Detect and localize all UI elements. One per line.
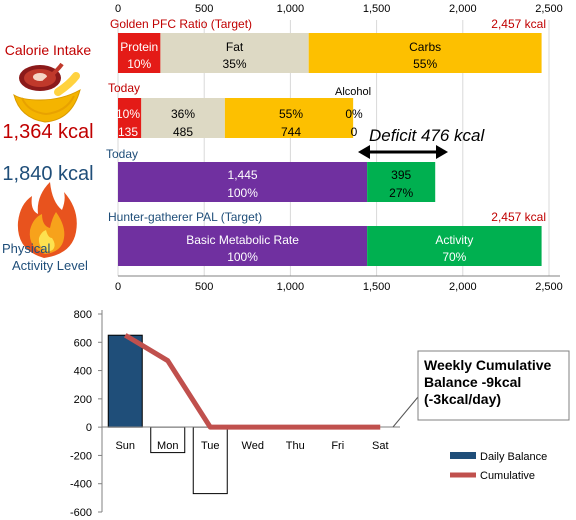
x-tick-label-bottom-0: 0: [115, 281, 121, 293]
x-category-0: Sun: [115, 440, 135, 452]
seg-value-row2-1: 395: [391, 168, 411, 182]
x-category-4: Thu: [286, 440, 305, 452]
daily-balance-bars: [107, 334, 228, 495]
y-tick-labels: 800 600 400 200 0 -200 -400 -600: [70, 309, 102, 519]
pal-label-line-1: Physical: [2, 241, 51, 256]
y-tick-label-4: 0: [86, 422, 92, 434]
y-tick-label-2: 400: [74, 366, 92, 378]
bar-row0-seg0: [118, 33, 161, 73]
legend: Daily Balance Cumulative: [450, 451, 547, 482]
row-label-today-intake: Today: [108, 81, 140, 95]
weekly-balance-chart: 800 600 400 200 0 -200 -400 -600 Sun Mon Tue Wed Th…: [70, 309, 570, 519]
callout-line-1: Balance -9kcal: [424, 374, 521, 390]
y-tick-label-6: -400: [70, 479, 92, 491]
x-tick-label-2: 1,000: [277, 3, 305, 15]
x-category-5: Fri: [331, 440, 344, 452]
row-label-today-expenditure: Today: [106, 147, 138, 161]
callout-pointer: [392, 396, 419, 428]
x-tick-label-bottom-5: 2,500: [535, 281, 563, 293]
legend-swatch-daily-balance: [450, 452, 476, 459]
x-tick-label-1: 500: [195, 3, 213, 15]
stacked-bars: Protein 10% Fat 35% Carbs 55% 1,445 100% 395 27% B…: [116, 33, 542, 266]
x-tick-labels: 0 0 500 500 1,000 1,000 1,500 1,500 2,000 2,000 2,…: [115, 3, 563, 293]
x-category-labels: Sun Mon Tue Wed Thu Fri Sat: [115, 440, 388, 452]
callout-text: Weekly Cumulative Balance -9kcal (-3kcal/d…: [424, 357, 552, 407]
callout-box: [417, 350, 570, 421]
seg-name-row0-0: Protein: [120, 40, 158, 54]
seg-pct-row2-1: 27%: [389, 186, 413, 200]
intake-value-2: 744: [281, 125, 301, 139]
seg-name-row3-1: Activity: [435, 233, 473, 247]
calorie-intake-label: Calorie Intake: [5, 42, 92, 58]
seg-pct-row0-2: 55%: [413, 57, 437, 71]
daily-bar-2: [192, 426, 228, 495]
pal-label-line-2: Activity Level: [12, 258, 88, 273]
x-tick-label-bottom-2: 1,000: [277, 281, 305, 293]
seg-name-row0-1: Fat: [226, 40, 244, 54]
row-label-golden-pfc: Golden PFC Ratio (Target): [110, 17, 252, 31]
cumulative-line: [123, 333, 381, 430]
y-tick-label-3: 200: [74, 394, 92, 406]
daily-bar-0: [107, 334, 143, 428]
total-label-pfc-target: 2,457 kcal: [491, 17, 546, 31]
bar-row3-seg1: [367, 226, 542, 266]
x-tick-label-0: 0: [115, 3, 121, 15]
expenditure-value: 1,840 kcal: [2, 163, 93, 185]
x-category-3: Wed: [242, 440, 264, 452]
x-category-6: Sat: [372, 440, 389, 452]
y-tick-label-0: 800: [74, 309, 92, 321]
intake-value: 1,364 kcal: [2, 121, 93, 143]
bar-row1-seg0: [118, 98, 142, 138]
intake-pct-3: 0%: [345, 107, 363, 121]
alcohol-label: Alcohol: [335, 86, 371, 98]
bar-row3-seg0: [118, 226, 368, 266]
seg-name-row0-2: Carbs: [409, 40, 441, 54]
legend-label-cumulative: Cumulative: [480, 470, 535, 482]
deficit-arrow: [358, 145, 448, 159]
bar-row0-seg1: [160, 33, 309, 73]
bar-row1-seg2: [224, 98, 354, 138]
seg-pct-row2-0: 100%: [227, 186, 258, 200]
seg-name-row3-0: Basic Metabolic Rate: [186, 233, 299, 247]
x-tick-label-3: 1,500: [363, 3, 391, 15]
callout-line-2: (-3kcal/day): [424, 391, 501, 407]
intake-pct-1: 36%: [171, 107, 195, 121]
x-tick-label-bottom-4: 2,000: [449, 281, 477, 293]
x-tick-label-bottom-3: 1,500: [363, 281, 391, 293]
x-category-2: Tue: [201, 440, 220, 452]
intake-value-1: 485: [173, 125, 193, 139]
seg-pct-row3-0: 100%: [227, 250, 258, 264]
y-tick-label-5: -200: [70, 450, 92, 462]
callout-line-0: Weekly Cumulative: [424, 357, 552, 373]
x-category-1: Mon: [157, 440, 178, 452]
bar-row2-seg0: [118, 162, 368, 202]
deficit-label: Deficit 476 kcal: [369, 126, 485, 145]
y-tick-label-7: -600: [70, 507, 92, 519]
seg-pct-row0-0: 10%: [127, 57, 151, 71]
bar-row0-seg2: [308, 33, 542, 73]
legend-label-daily-balance: Daily Balance: [480, 451, 547, 463]
seg-pct-row0-1: 35%: [223, 57, 247, 71]
x-tick-label-bottom-1: 500: [195, 281, 213, 293]
y-tick-label-1: 600: [74, 337, 92, 349]
intake-pct-2: 55%: [279, 107, 303, 121]
total-label-pal-target: 2,457 kcal: [491, 210, 546, 224]
x-tick-label-5: 2,500: [535, 3, 563, 15]
daily-bar-1: [150, 426, 186, 454]
bar-row2-seg1: [367, 162, 436, 202]
meat-and-banana-icon: [13, 62, 81, 123]
seg-value-row2-0: 1,445: [228, 168, 258, 182]
bar-row1-seg1: [141, 98, 225, 138]
row-label-hunter-gatherer: Hunter-gatherer PAL (Target): [108, 210, 262, 224]
intake-expenditure-chart: 0 0 500 500 1,000 1,000 1,500 1,500 2,000 2,000 2,…: [106, 3, 563, 293]
intake-value-0: 135: [118, 125, 138, 139]
intake-pct-0: 10%: [116, 107, 140, 121]
x-tick-label-4: 2,000: [449, 3, 477, 15]
flame-icon: [17, 182, 77, 258]
intake-value-3: 0: [351, 125, 358, 139]
seg-pct-row3-1: 70%: [442, 250, 466, 264]
